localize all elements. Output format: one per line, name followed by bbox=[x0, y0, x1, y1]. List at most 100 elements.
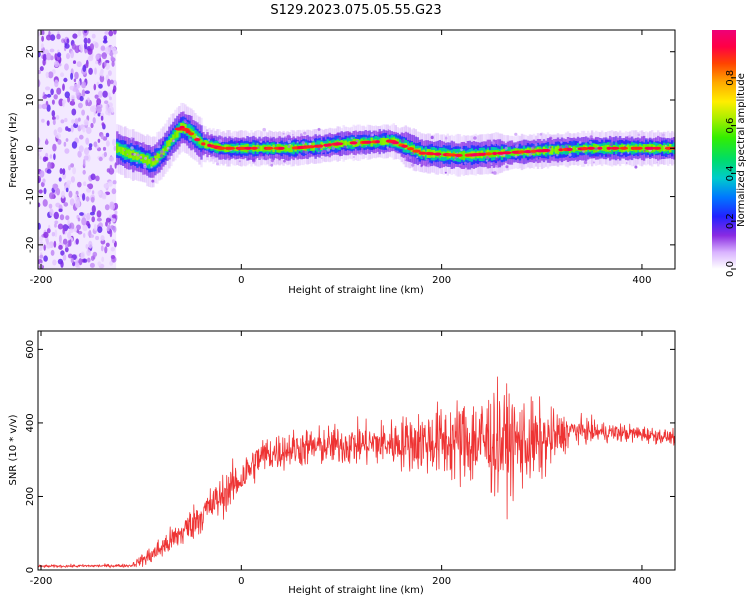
noise-blob bbox=[82, 158, 86, 167]
noise-blob bbox=[72, 167, 76, 175]
scatter-dot bbox=[291, 133, 294, 136]
ridge-cell bbox=[164, 146, 167, 152]
noise-blob bbox=[76, 61, 82, 68]
noise-blob bbox=[108, 156, 115, 162]
scatter-dot bbox=[643, 149, 646, 152]
ridge-cell bbox=[148, 158, 151, 164]
ridge-cell bbox=[124, 147, 127, 157]
scatter-dot bbox=[637, 133, 641, 137]
noise-blob bbox=[65, 187, 69, 193]
noise-blob bbox=[58, 244, 63, 250]
scatter-dot bbox=[566, 138, 570, 142]
scatter-dot bbox=[197, 154, 200, 157]
noise-blob bbox=[108, 30, 114, 37]
noise-blob bbox=[62, 254, 67, 261]
scatter-dot bbox=[426, 164, 431, 168]
noise-blob bbox=[59, 214, 65, 221]
noise-blob bbox=[65, 138, 69, 142]
scatter-dot bbox=[178, 119, 181, 122]
scatter-dot bbox=[594, 147, 598, 151]
ridge-cell bbox=[661, 145, 664, 151]
ridge-peak bbox=[518, 150, 526, 154]
scatter-dot bbox=[454, 158, 456, 161]
scatter-dot bbox=[151, 179, 155, 183]
scatter-dot bbox=[275, 153, 278, 157]
scatter-dot bbox=[365, 137, 367, 139]
scatter-dot bbox=[155, 158, 159, 161]
noise-blob bbox=[78, 44, 84, 51]
noise-blob bbox=[85, 99, 89, 107]
noise-blob bbox=[103, 151, 107, 157]
scatter-dot bbox=[195, 135, 198, 138]
scatter-dot bbox=[514, 132, 518, 136]
colorbar-gradient bbox=[712, 30, 736, 269]
ridge-cell bbox=[258, 145, 261, 151]
ridge-cell bbox=[626, 144, 630, 152]
colorbar-tick-label: 0.8 bbox=[725, 70, 736, 86]
noise-blob bbox=[64, 246, 69, 253]
scatter-dot bbox=[251, 157, 254, 159]
noise-blob bbox=[51, 232, 56, 237]
ridge-peak bbox=[349, 141, 358, 145]
scatter-dot bbox=[157, 166, 160, 169]
scatter-dot bbox=[589, 141, 592, 144]
scatter-dot bbox=[205, 129, 208, 132]
scatter-dot bbox=[438, 156, 441, 158]
scatter-dot bbox=[133, 153, 137, 156]
ridge-peak bbox=[418, 151, 427, 155]
noise-blob bbox=[88, 146, 92, 151]
noise-blob bbox=[70, 50, 74, 59]
noise-blob bbox=[65, 215, 70, 221]
scatter-dot bbox=[159, 154, 164, 158]
noise-blob bbox=[45, 71, 49, 79]
noise-blob bbox=[39, 170, 45, 178]
noise-blob bbox=[67, 219, 70, 227]
ridge-cell bbox=[604, 144, 608, 152]
noise-blob bbox=[69, 198, 75, 206]
noise-blob bbox=[95, 60, 99, 65]
noise-blob bbox=[77, 150, 82, 158]
scatter-dot bbox=[211, 155, 215, 160]
scatter-dot bbox=[582, 150, 585, 153]
ridge-cell bbox=[234, 145, 237, 151]
noise-blob bbox=[109, 164, 113, 172]
noise-blob bbox=[52, 259, 57, 266]
ridge-peak bbox=[664, 146, 674, 150]
scatter-dot bbox=[411, 163, 415, 167]
noise-blob bbox=[42, 199, 48, 207]
scatter-dot bbox=[270, 158, 275, 163]
noise-blob bbox=[83, 119, 89, 126]
scatter-dot bbox=[259, 152, 263, 157]
scatter-dot bbox=[216, 162, 219, 166]
scatter-dot bbox=[227, 157, 230, 161]
noise-blob bbox=[111, 239, 116, 244]
scatter-dot bbox=[201, 150, 205, 154]
noise-blob bbox=[49, 192, 55, 200]
ridge-peak bbox=[250, 146, 258, 150]
scatter-dot bbox=[627, 135, 632, 139]
noise-blob bbox=[57, 223, 64, 230]
noise-blob bbox=[53, 94, 58, 100]
noise-blob bbox=[88, 143, 93, 148]
scatter-dot bbox=[460, 148, 463, 151]
scatter-dot bbox=[258, 156, 262, 160]
noise-blob bbox=[51, 110, 56, 117]
noise-blob bbox=[38, 137, 41, 145]
scatter-dot bbox=[491, 141, 495, 145]
scatter-dot bbox=[401, 139, 405, 143]
noise-blob bbox=[94, 67, 97, 75]
scatter-dot bbox=[285, 135, 288, 138]
scatter-dot bbox=[260, 156, 264, 160]
ridge-cell bbox=[134, 151, 137, 160]
scatter-dot bbox=[359, 143, 362, 147]
ridge-peak bbox=[478, 152, 487, 156]
scatter-dot bbox=[123, 149, 126, 152]
scatter-dot bbox=[298, 153, 301, 157]
scatter-dot bbox=[247, 157, 251, 161]
noise-blob bbox=[74, 118, 79, 125]
scatter-dot bbox=[609, 142, 613, 147]
noise-blob bbox=[107, 78, 111, 87]
scatter-dot bbox=[553, 153, 556, 156]
noise-blob bbox=[96, 106, 102, 114]
